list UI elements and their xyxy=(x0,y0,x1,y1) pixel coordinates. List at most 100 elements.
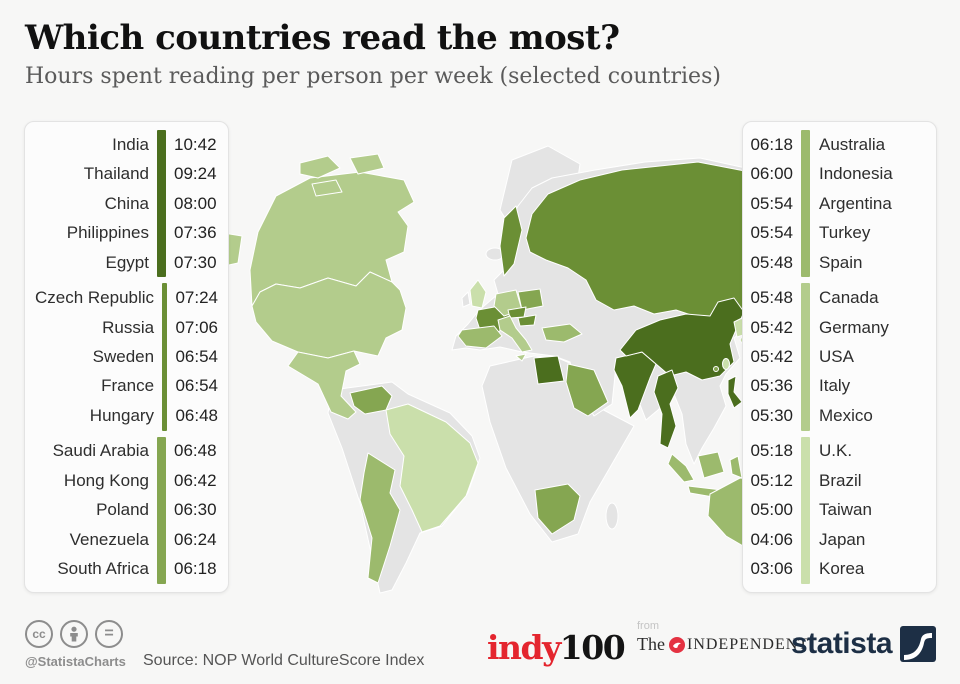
map-canada-arctic-island-2 xyxy=(349,153,385,175)
time-value: 06:48 xyxy=(175,405,218,425)
time-value: 05:30 xyxy=(750,405,793,425)
time-value: 06:30 xyxy=(174,500,217,520)
map-italy-sicily xyxy=(515,353,527,362)
country-label: Argentina xyxy=(819,193,892,213)
group-color-bar xyxy=(157,130,166,278)
time-value: 06:18 xyxy=(750,134,793,154)
map-country-taiwan xyxy=(722,358,730,370)
map-country-poland xyxy=(517,288,544,311)
time-value: 08:00 xyxy=(174,193,217,213)
country-label: Turkey xyxy=(819,223,871,243)
group-color-bar xyxy=(801,130,810,278)
time-value: 07:36 xyxy=(174,223,217,243)
map-country-italy xyxy=(497,315,533,353)
map-country-spain xyxy=(457,325,503,349)
country-label: Spain xyxy=(819,252,863,272)
map-canada-arctic-island-3 xyxy=(311,179,343,197)
country-label: Japan xyxy=(819,529,866,549)
map-country-egypt xyxy=(533,355,565,385)
time-value: 06:42 xyxy=(174,470,217,490)
map-indonesia-sulawesi xyxy=(729,455,743,479)
map-indonesia-borneo xyxy=(697,451,725,479)
time-value: 07:30 xyxy=(174,252,217,272)
map-madagascar xyxy=(605,502,619,530)
time-value: 05:00 xyxy=(750,500,793,520)
time-value: 03:06 xyxy=(750,559,793,579)
indy100-logo-indy: indy xyxy=(487,628,561,667)
country-label: U.K. xyxy=(819,441,853,461)
indy100-logo-100: 100 xyxy=(559,628,626,667)
time-value: 05:42 xyxy=(750,347,793,366)
source-text: Source: NOP World CultureScore Index xyxy=(143,652,425,669)
time-value: 10:42 xyxy=(174,134,217,154)
statista-logo-text: statista xyxy=(790,627,893,660)
country-name-column: Czech Republic Russia Sweden France Hungary xyxy=(35,283,162,430)
time-value-column: 06:18 06:00 05:54 05:54 05:48 xyxy=(750,130,801,277)
country-label: South Africa xyxy=(57,559,149,579)
country-label: Taiwan xyxy=(819,500,872,520)
map-country-mexico xyxy=(287,350,361,420)
country-label: India xyxy=(112,134,149,154)
map-indonesia-sumatra xyxy=(667,453,695,483)
country-label: Sweden xyxy=(92,347,155,366)
country-group: 06:18 06:00 05:54 05:54 05:48 Australia Indone… xyxy=(750,130,926,278)
time-value: 05:12 xyxy=(750,470,793,490)
time-value: 05:48 xyxy=(750,288,793,308)
footer: cc = @StatistaCharts Source: NOP World C… xyxy=(0,612,960,684)
from-label: from xyxy=(637,620,659,632)
person-glyph xyxy=(70,626,78,642)
country-label: Poland xyxy=(96,500,149,520)
map-canada-arctic-island-1 xyxy=(299,155,341,179)
country-label: Germany xyxy=(819,317,889,337)
time-value: 06:48 xyxy=(174,441,217,461)
country-label: Indonesia xyxy=(819,164,893,184)
country-name-column: Canada Germany USA Italy Mexico xyxy=(810,283,926,430)
country-group: 05:48 05:42 05:42 05:36 05:30 Canada Germany US… xyxy=(750,283,926,431)
country-group: 05:18 05:12 05:00 04:06 03:06 U.K. Brazil Taiwa… xyxy=(750,436,926,584)
time-value-column: 10:42 09:24 08:00 07:36 07:30 xyxy=(166,130,218,277)
country-group: Saudi Arabia Hong Kong Poland Venezuela Sout… xyxy=(35,436,218,584)
country-label: Venezuela xyxy=(69,529,149,549)
map-country-usa xyxy=(251,271,407,359)
time-value: 05:36 xyxy=(750,376,793,396)
time-value: 05:54 xyxy=(750,193,793,213)
map-country-philippines xyxy=(727,375,743,409)
time-value-column: 07:24 07:06 06:54 06:54 06:48 xyxy=(167,283,218,430)
page-subtitle: Hours spent reading per person per week … xyxy=(25,64,721,89)
page-title: Which countries read the most? xyxy=(25,18,620,58)
time-value: 09:24 xyxy=(174,164,217,184)
country-name-column: India Thailand China Philippines Egypt xyxy=(35,130,157,277)
time-value-column: 05:18 05:12 05:00 04:06 03:06 xyxy=(750,437,801,584)
right-ranking-panel: 06:18 06:00 05:54 05:54 05:48 Australia Indone… xyxy=(742,121,937,593)
time-value: 07:24 xyxy=(175,288,218,308)
statista-logo-icon xyxy=(900,626,936,662)
time-value: 05:42 xyxy=(750,317,793,337)
indy100-logo: indy100 xyxy=(487,628,626,667)
time-value-column: 05:48 05:42 05:42 05:36 05:30 xyxy=(750,283,801,430)
country-name-column: U.K. Brazil Taiwan Japan Korea xyxy=(810,437,926,584)
map-country-china xyxy=(619,297,745,381)
creative-commons-icons: cc = xyxy=(25,620,123,648)
time-value: 05:54 xyxy=(750,223,793,243)
country-label: France xyxy=(101,376,155,396)
time-value: 06:00 xyxy=(750,164,793,184)
country-label: Brazil xyxy=(819,470,862,490)
map-africa-base xyxy=(481,355,635,543)
time-value: 06:18 xyxy=(174,559,217,579)
world-map xyxy=(150,118,820,598)
country-label: Thailand xyxy=(83,164,149,184)
time-value-column: 06:48 06:42 06:30 06:24 06:18 xyxy=(166,437,218,584)
independent-logo-name: INDEPENDENT xyxy=(686,635,810,653)
cc-equal-icon: = xyxy=(95,620,123,648)
country-label: Czech Republic xyxy=(35,288,155,308)
country-group: Czech Republic Russia Sweden France Hungary 0… xyxy=(35,283,218,431)
country-label: Italy xyxy=(819,376,851,396)
map-country-sweden xyxy=(499,205,523,277)
statista-charts-handle: @StatistaCharts xyxy=(25,654,126,669)
map-country-saudi-arabia xyxy=(565,363,609,417)
time-value: 05:18 xyxy=(750,441,793,461)
map-country-argentina xyxy=(359,452,401,584)
country-label: Canada xyxy=(819,288,879,308)
country-group: India Thailand China Philippines Egypt 10:42 0… xyxy=(35,130,218,278)
